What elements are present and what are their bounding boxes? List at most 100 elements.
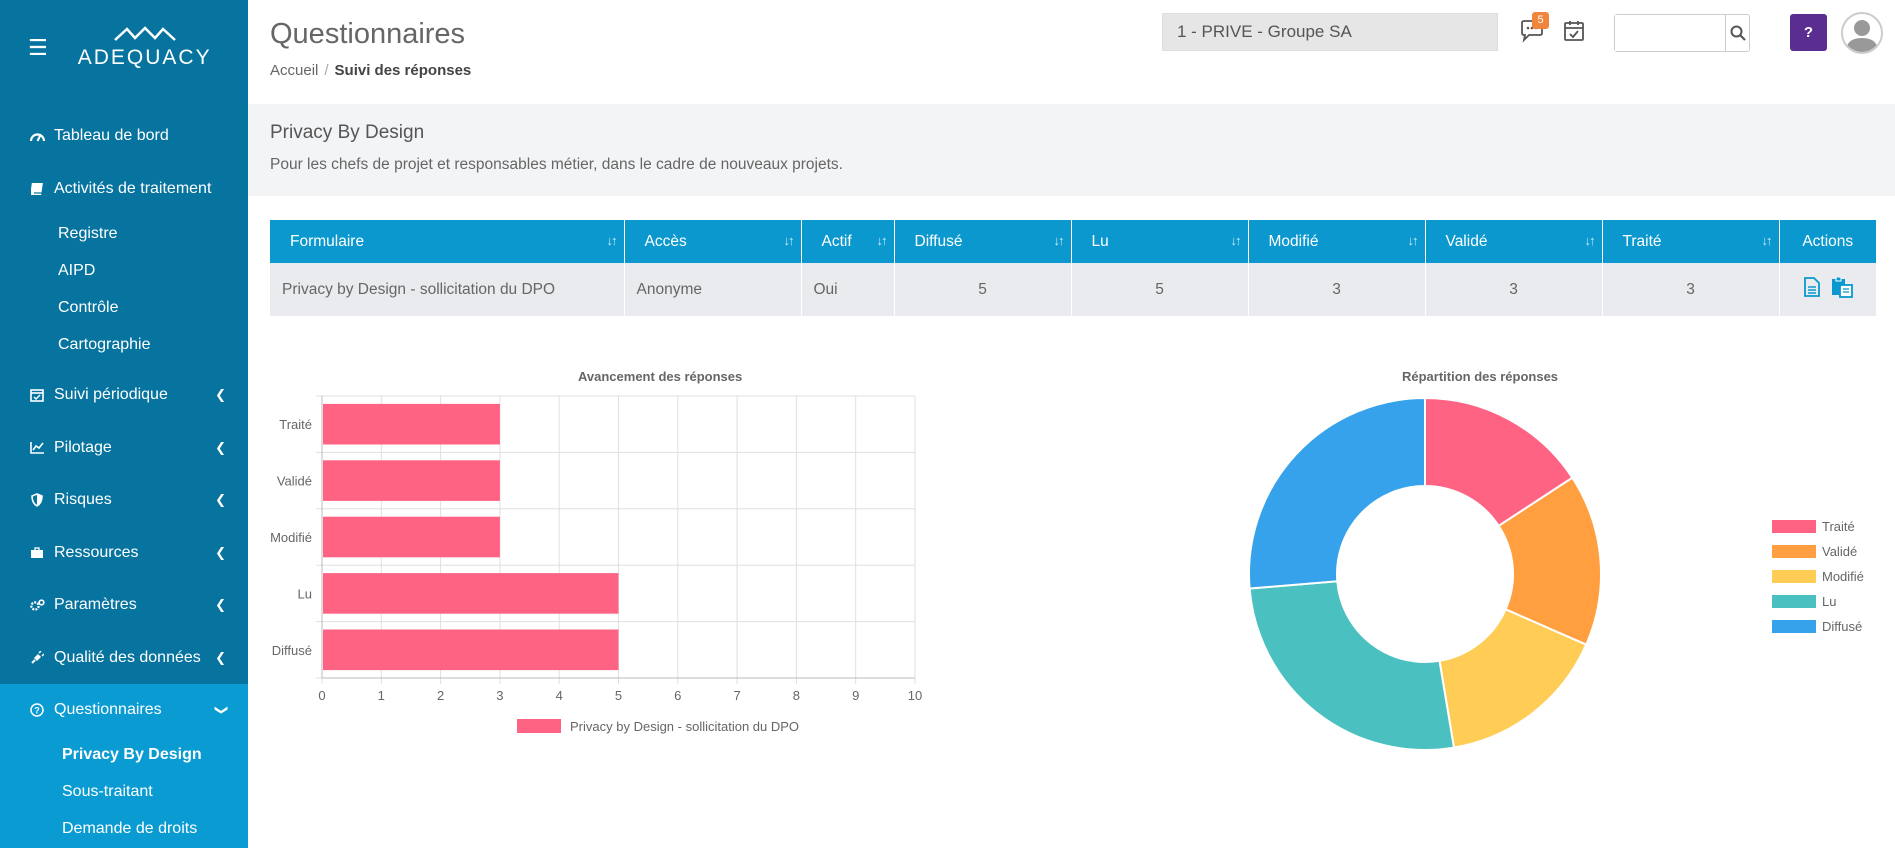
x-tick-label: 10 bbox=[908, 688, 922, 703]
sidebar-item-label: Suivi périodique bbox=[54, 386, 168, 404]
cell-traite: 3 bbox=[1602, 263, 1780, 316]
x-tick-label: 4 bbox=[556, 688, 563, 703]
sidebar-item-label: Risques bbox=[54, 491, 112, 509]
sidebar-item-qualite-des-donnees[interactable]: Qualité des données ❮ bbox=[0, 632, 248, 685]
logo[interactable]: ADEQUACY bbox=[78, 26, 212, 70]
doughnut-slice bbox=[1248, 580, 1456, 751]
x-tick-label: 1 bbox=[378, 688, 385, 703]
search-button[interactable] bbox=[1725, 15, 1749, 51]
sidebar-item-risques[interactable]: Risques ❮ bbox=[0, 474, 248, 527]
column-header-diffuse[interactable]: Diffusé ↓↑ bbox=[894, 220, 1072, 263]
plug-icon bbox=[28, 650, 46, 666]
sidebar-item-activites-de-traitement[interactable]: Activités de traitement bbox=[0, 163, 248, 216]
cell-acces: Anonyme bbox=[624, 263, 802, 316]
sort-icon: ↓↑ bbox=[1053, 233, 1065, 248]
paste-icon[interactable] bbox=[1831, 277, 1853, 298]
x-tick-label: 3 bbox=[496, 688, 503, 703]
calendar-check-icon bbox=[28, 387, 46, 403]
sidebar-item-pilotage[interactable]: Pilotage ❮ bbox=[0, 422, 248, 475]
brand-bar: ☰ ADEQUACY bbox=[0, 0, 248, 96]
y-tick-label: Diffusé bbox=[272, 643, 312, 658]
x-tick-label: 9 bbox=[852, 688, 859, 703]
responses-table: Formulaire ↓↑ Accès ↓↑ Actif ↓↑ Diffusé ↓↑ L… bbox=[270, 220, 1877, 316]
logo-mark-icon bbox=[113, 26, 176, 41]
y-tick-label: Validé bbox=[277, 474, 312, 489]
chevron-left-icon: ❮ bbox=[215, 649, 226, 665]
doughnut-chart: Traité Validé Modifié Lu Diffusé bbox=[1248, 396, 1864, 751]
help-button[interactable]: ? bbox=[1790, 14, 1827, 51]
cell-actif: Oui bbox=[801, 263, 895, 316]
brand-name: ADEQUACY bbox=[77, 46, 212, 69]
column-header-lu[interactable]: Lu ↓↑ bbox=[1071, 220, 1249, 263]
sidebar-subitem-aipd[interactable]: AIPD bbox=[58, 261, 96, 279]
submenu-activites: Registre AIPD Contrôle Cartographie bbox=[0, 215, 248, 369]
sidebar-subitem-sous-traitant[interactable]: Sous-traitant bbox=[62, 783, 153, 800]
column-header-acces[interactable]: Accès ↓↑ bbox=[624, 220, 802, 263]
sort-icon: ↓↑ bbox=[1407, 233, 1419, 248]
column-header-traite[interactable]: Traité ↓↑ bbox=[1602, 220, 1780, 263]
column-header-formulaire[interactable]: Formulaire ↓↑ bbox=[270, 220, 625, 263]
table-row: Privacy by Design - sollicitation du DPO… bbox=[270, 263, 1877, 316]
organization-select[interactable]: 1 - PRIVE - Groupe SA bbox=[1162, 13, 1498, 51]
chevron-left-icon: ❮ bbox=[215, 544, 226, 560]
bar bbox=[323, 403, 500, 445]
sidebar-item-label: Qualité des données bbox=[54, 648, 201, 666]
sort-icon: ↓↑ bbox=[1761, 233, 1773, 248]
sidebar-subitem-controle[interactable]: Contrôle bbox=[58, 298, 119, 316]
sidebar-item-questionnaires[interactable]: ? Questionnaires ❮ bbox=[0, 684, 248, 737]
breadcrumb-home-link[interactable]: Accueil bbox=[270, 62, 319, 79]
legend-label: Modifié bbox=[1822, 569, 1864, 584]
sidebar-subitem-cartographie[interactable]: Cartographie bbox=[58, 335, 151, 353]
breadcrumb: Accueil / Suivi des réponses bbox=[270, 62, 471, 79]
sidebar-item-label: Tableau de bord bbox=[54, 127, 169, 145]
sidebar-item-tableau-de-bord[interactable]: Tableau de bord bbox=[0, 110, 248, 163]
sidebar-item-suivi-periodique[interactable]: Suivi périodique ❮ bbox=[0, 369, 248, 422]
table-header-row: Formulaire ↓↑ Accès ↓↑ Actif ↓↑ Diffusé ↓↑ L… bbox=[270, 220, 1877, 263]
bar-chart: 0 1 2 3 4 5 6 7 8 9 10 Traité Validé Modifié Lu Diffusé… bbox=[270, 395, 922, 734]
topbar: Questionnaires Accueil / Suivi des réponse… bbox=[248, 0, 1895, 104]
gears-icon bbox=[28, 597, 46, 613]
calendar-check-icon[interactable] bbox=[1562, 19, 1590, 47]
search-box bbox=[1614, 14, 1750, 52]
x-tick-label: 5 bbox=[615, 688, 622, 703]
chevron-left-icon: ❮ bbox=[215, 597, 226, 613]
briefcase-icon bbox=[28, 545, 46, 561]
file-text-icon[interactable] bbox=[1803, 277, 1821, 297]
chevron-down-icon: ❮ bbox=[212, 704, 228, 716]
sidebar-item-ressources[interactable]: Ressources ❮ bbox=[0, 527, 248, 580]
sidebar-nav: Tableau de bord Activités de traitement … bbox=[0, 110, 248, 848]
sort-icon: ↓↑ bbox=[876, 233, 888, 248]
sidebar-item-parametres[interactable]: Paramètres ❮ bbox=[0, 579, 248, 632]
column-header-modifie[interactable]: Modifié ↓↑ bbox=[1248, 220, 1426, 263]
page-title: Questionnaires bbox=[270, 18, 466, 50]
sort-icon: ↓↑ bbox=[1584, 233, 1596, 248]
x-tick-label: 8 bbox=[793, 688, 800, 703]
y-tick-label: Traité bbox=[279, 417, 312, 432]
cell-lu: 5 bbox=[1071, 263, 1249, 316]
line-chart-icon bbox=[28, 440, 46, 456]
sidebar-subitem-privacy-by-design[interactable]: Privacy By Design bbox=[62, 746, 202, 763]
submenu-questionnaires: Privacy By Design Sous-traitant Demande … bbox=[0, 736, 248, 848]
cell-actions bbox=[1779, 263, 1877, 316]
sidebar-item-label: Activités de traitement bbox=[54, 179, 212, 197]
notification-badge: 5 bbox=[1532, 12, 1549, 29]
breadcrumb-current: Suivi des réponses bbox=[334, 62, 472, 79]
sidebar-subitem-demande-de-droits[interactable]: Demande de droits bbox=[62, 820, 198, 837]
sidebar-subitem-registre[interactable]: Registre bbox=[58, 224, 118, 242]
sidebar: ☰ ADEQUACY Tableau de bord Activités de … bbox=[0, 0, 248, 848]
search-input[interactable] bbox=[1615, 15, 1725, 51]
y-tick-label: Lu bbox=[298, 586, 312, 601]
legend-label: Lu bbox=[1822, 594, 1836, 609]
search-icon bbox=[1730, 25, 1746, 41]
hamburger-menu-icon[interactable]: ☰ bbox=[28, 35, 48, 60]
doughnut-chart-title: Répartition des réponses bbox=[1402, 369, 1559, 384]
avatar[interactable] bbox=[1841, 12, 1883, 54]
questionnaire-description: Pour les chefs de projet et responsables… bbox=[270, 156, 843, 173]
legend-swatch bbox=[1772, 620, 1816, 633]
sidebar-item-label: Pilotage bbox=[54, 438, 112, 456]
book-icon bbox=[28, 181, 46, 197]
column-header-actif[interactable]: Actif ↓↑ bbox=[801, 220, 895, 263]
sidebar-item-label: Paramètres bbox=[54, 596, 137, 614]
column-header-valide[interactable]: Validé ↓↑ bbox=[1425, 220, 1603, 263]
legend-label: Validé bbox=[1822, 544, 1857, 559]
